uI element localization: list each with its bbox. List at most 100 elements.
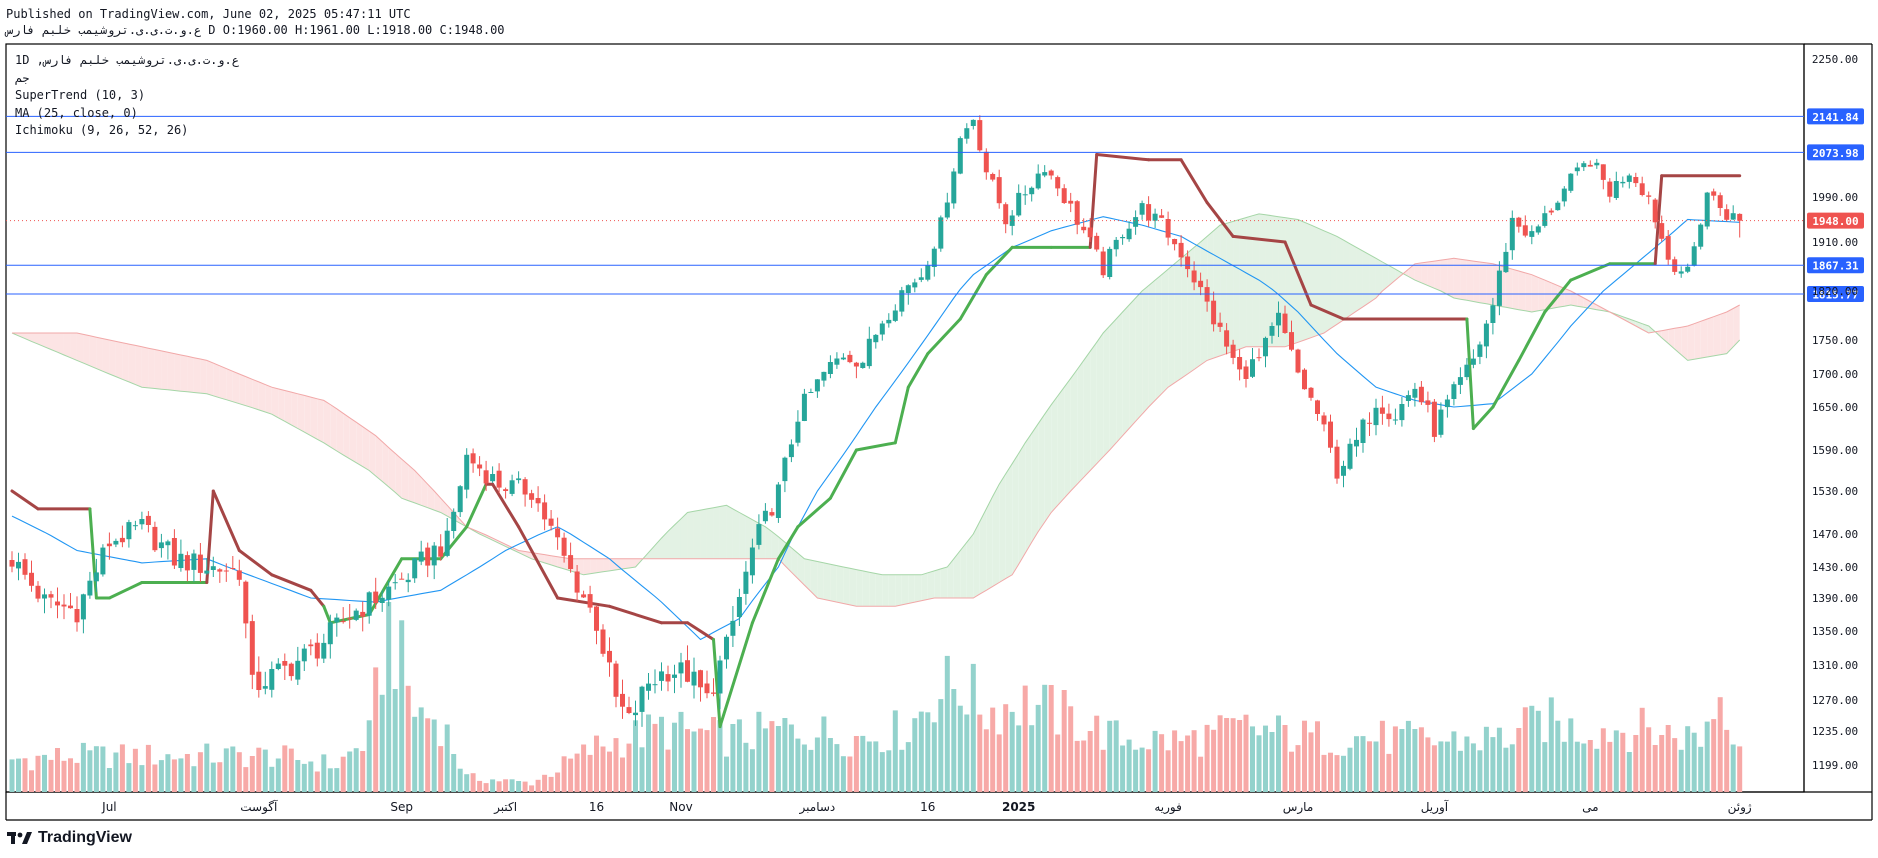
candle-body [35, 585, 41, 599]
cloud-segment [960, 542, 967, 598]
cloud-segment [252, 379, 259, 410]
candle-body [1444, 399, 1450, 408]
candle-body [1165, 219, 1171, 238]
supertrend-segment [608, 604, 663, 625]
candle-body [9, 560, 15, 567]
candle-body [1535, 226, 1541, 233]
cloud-segment [265, 384, 272, 415]
y-tick-label: 1990.00 [1812, 191, 1858, 204]
cloud-segment [797, 553, 805, 586]
volume-bar [256, 747, 262, 792]
volume-bar [1386, 753, 1392, 792]
tradingview-brand: TradingView [38, 829, 132, 846]
cloud-segment [70, 333, 77, 361]
candle-body [853, 362, 859, 367]
volume-bar [1328, 752, 1333, 792]
candle-body [1048, 170, 1054, 176]
candle-body [1704, 192, 1710, 227]
candle-body [1665, 236, 1671, 260]
cloud-segment [817, 561, 824, 600]
candle-body [1074, 201, 1080, 225]
cloud-segment [875, 573, 883, 607]
candle-body [1100, 251, 1106, 276]
volume-bar [743, 742, 749, 792]
cloud-segment [693, 510, 701, 559]
volume-bar [1457, 750, 1463, 792]
cloud-segment [323, 400, 331, 447]
cloud-segment [57, 333, 64, 355]
cloud-segment [979, 508, 987, 595]
volume-bar [672, 722, 677, 792]
candle-body [918, 277, 924, 280]
volume-bar [87, 750, 93, 792]
cloud-segment [1012, 453, 1019, 575]
cloud-segment [1525, 272, 1532, 312]
y-tick-label: 1590.00 [1812, 444, 1858, 457]
volume-bar [152, 764, 158, 792]
supertrend-segment [686, 621, 715, 641]
supertrend-segment [718, 621, 754, 729]
indicator-lines [10, 153, 1742, 729]
candle-body [106, 543, 112, 547]
candle-body [132, 525, 138, 527]
candle-body [646, 683, 651, 691]
cloud-segment [953, 550, 961, 598]
cloud-segment [921, 572, 928, 601]
volume-bar [1665, 725, 1671, 792]
volume-bar [301, 763, 307, 792]
cloud-segment [1382, 261, 1389, 291]
candle-body [61, 604, 67, 607]
volume-bar [262, 749, 268, 792]
volume-bar [1724, 729, 1730, 792]
candle-body [607, 650, 612, 663]
cloud-segment [1694, 321, 1701, 360]
cloud-segment [1434, 260, 1441, 291]
cloud-segment [518, 550, 526, 556]
candle-body [1678, 271, 1684, 274]
candle-body [743, 571, 749, 594]
candle-body [1250, 359, 1255, 377]
cloud-segment [349, 417, 357, 463]
candle-body [568, 555, 574, 569]
cloud-segment [596, 558, 604, 573]
volume-bar [990, 707, 996, 792]
legend-ichimoku[interactable]: Ichimoku (9, 26, 52, 26) [15, 123, 189, 137]
cloud-segment [148, 348, 155, 389]
cloud-segment [700, 508, 707, 559]
cloud-segment [732, 508, 740, 559]
volume-bar [477, 780, 483, 792]
volume-bar [749, 749, 755, 792]
candle-body [860, 362, 866, 368]
price-line-tag [1807, 144, 1864, 161]
candle-body [412, 558, 418, 579]
cloud-segment [1512, 269, 1519, 310]
cloud-segment [232, 371, 240, 404]
volume-bar [392, 689, 398, 792]
candle-body [678, 662, 684, 674]
volume-bar [678, 711, 684, 792]
tradingview-footer[interactable]: TradingView [7, 828, 132, 848]
y-tick-label: 1650.00 [1812, 401, 1858, 414]
cloud-segment [810, 560, 818, 598]
volume-bar [1477, 750, 1483, 792]
candle-body [782, 457, 788, 482]
legend-supertrend[interactable]: SuperTrend (10, 3) [15, 88, 146, 102]
legend-ma[interactable]: MA (25, close, 0) [15, 105, 138, 120]
candle-body [1737, 213, 1743, 221]
cloud-segment [557, 556, 565, 569]
candle-body [1217, 322, 1223, 327]
tradingview-logo-icon [7, 832, 32, 844]
candle-body [1431, 401, 1437, 437]
candle-body [1152, 213, 1158, 221]
candle-body [873, 334, 879, 343]
candle-body [840, 357, 846, 360]
cloud-segment [1343, 240, 1350, 320]
candle-body [74, 609, 80, 623]
cloud-segment [18, 333, 25, 339]
volume-bar [1373, 741, 1379, 792]
volume-bar [1503, 747, 1509, 792]
volume-bar [1061, 690, 1067, 792]
volume-bar [1561, 741, 1567, 792]
volume-bar [366, 720, 372, 792]
